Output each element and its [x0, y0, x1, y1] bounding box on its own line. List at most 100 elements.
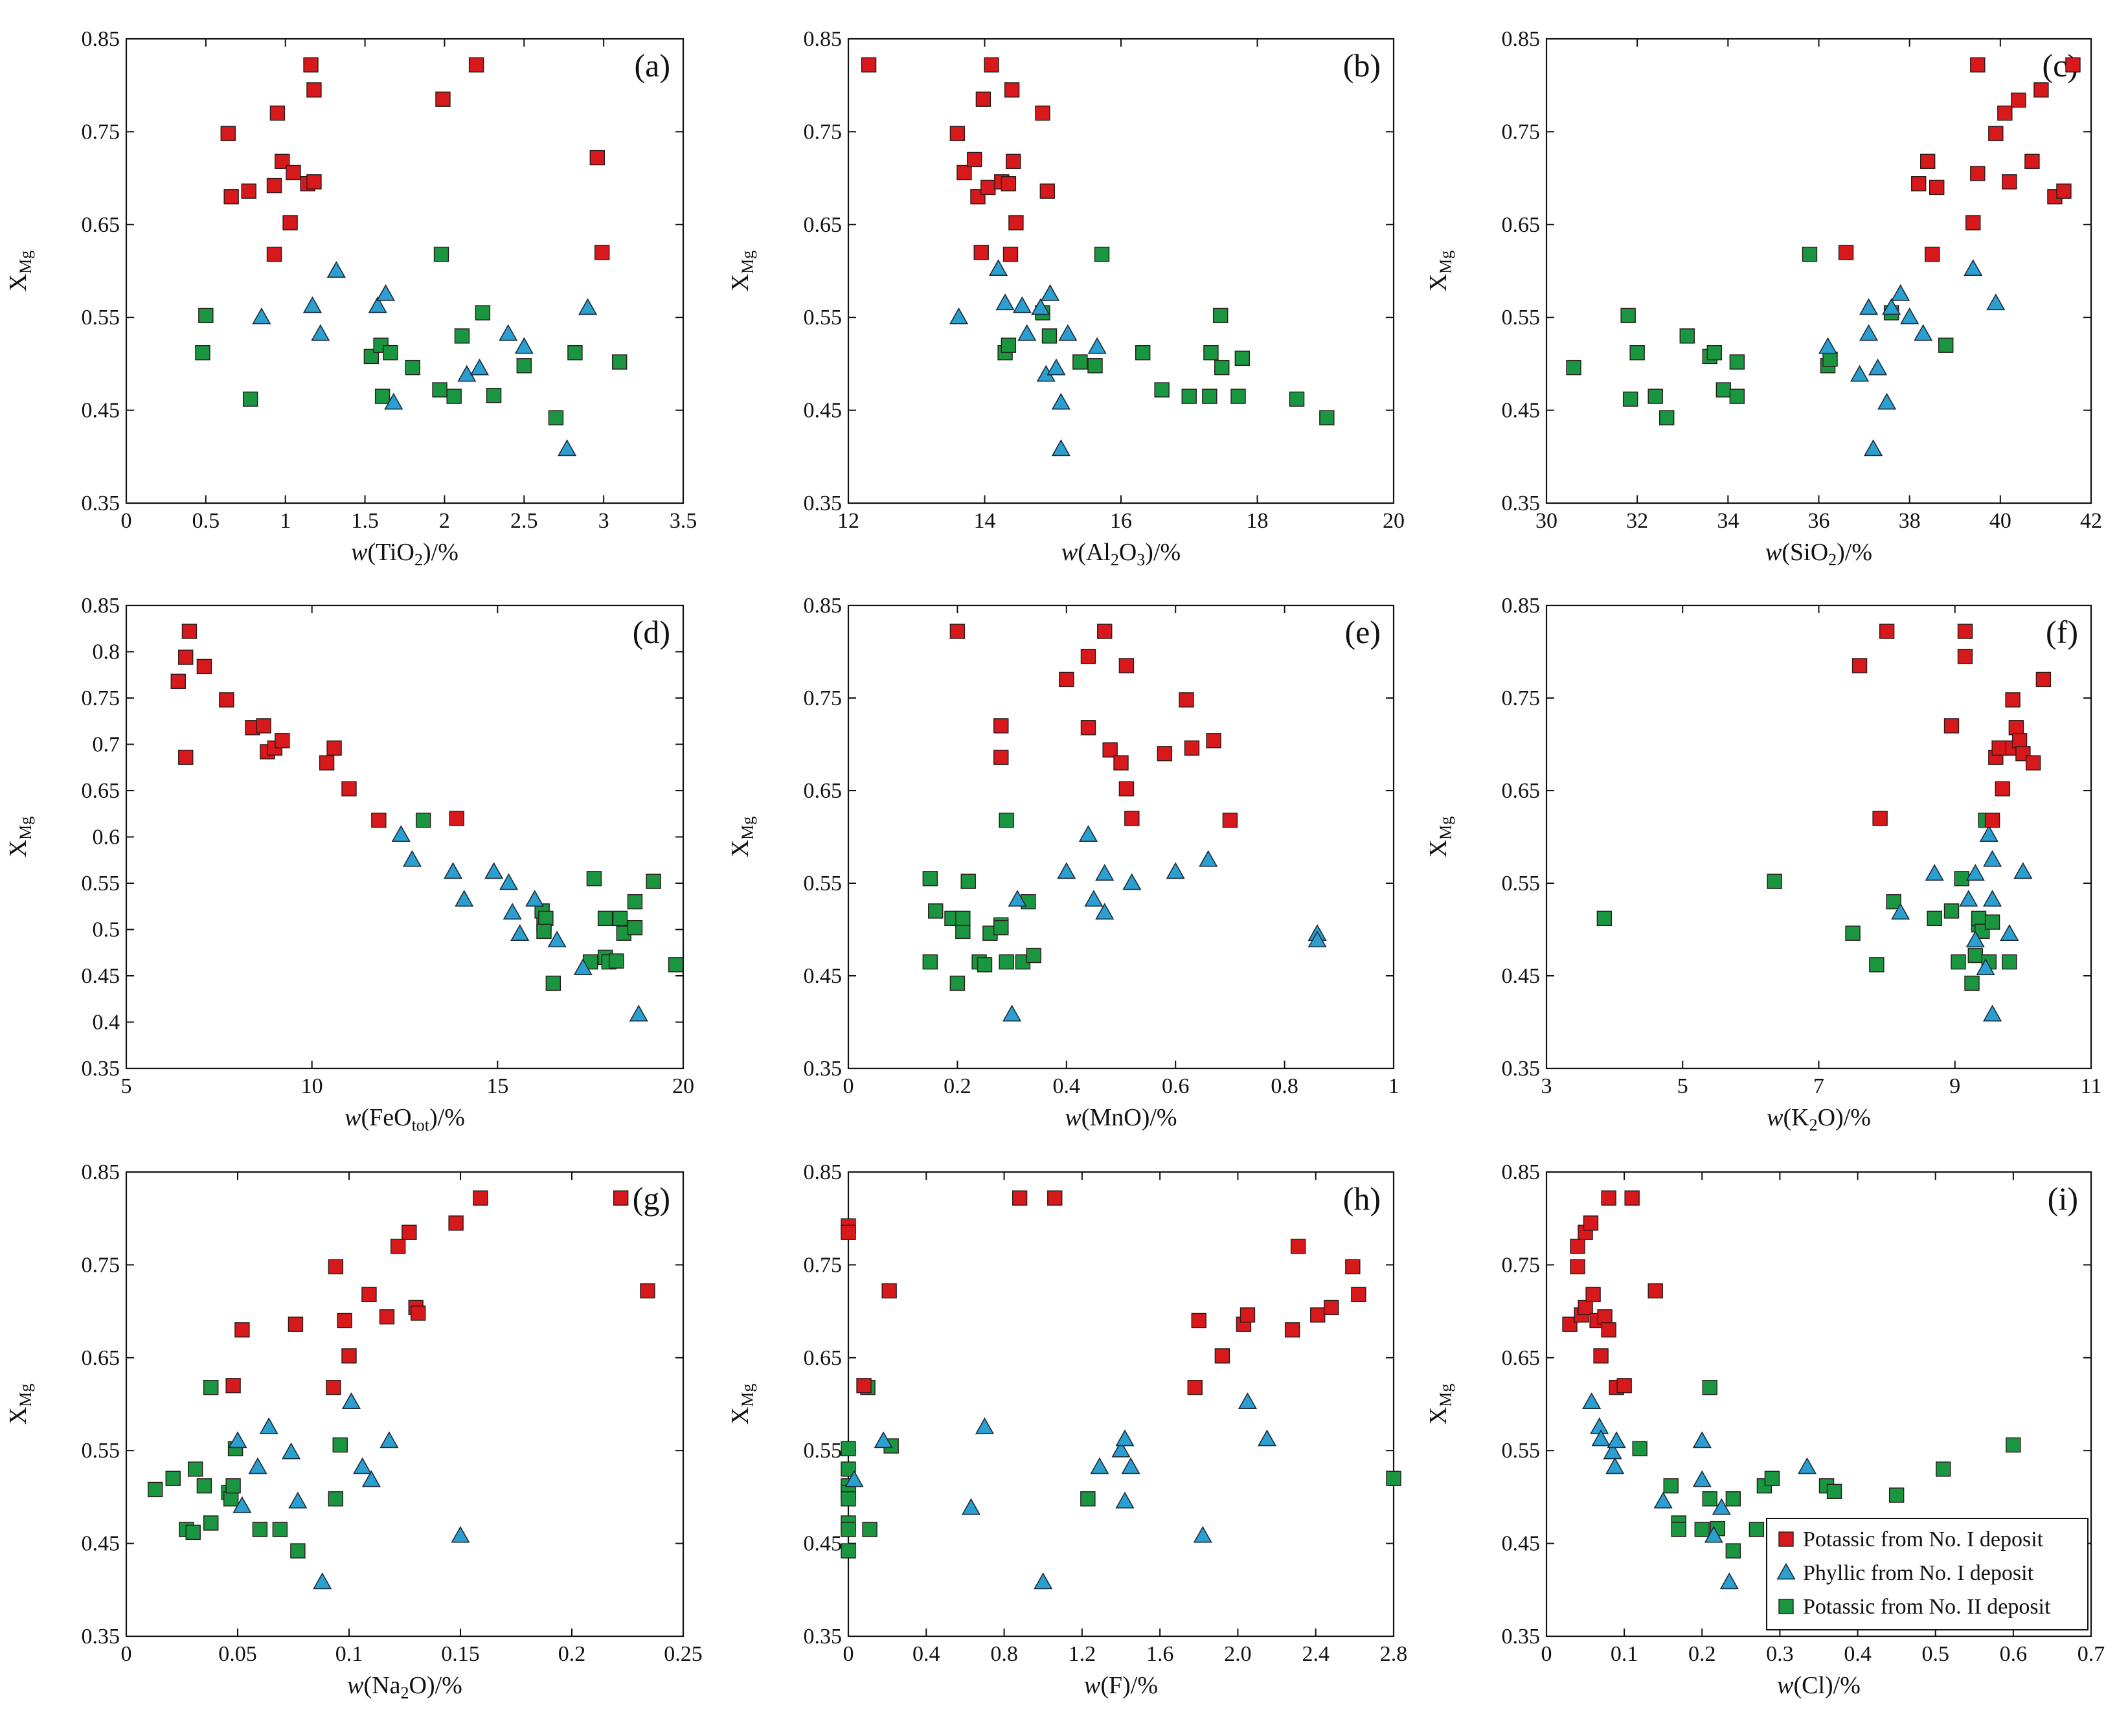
y-tick-label: 0.35 — [1502, 1625, 1541, 1649]
x-tick-label: 0.1 — [1611, 1642, 1638, 1666]
x-tick-label: 15 — [486, 1074, 508, 1098]
data-point — [1001, 176, 1017, 192]
y-tick-label: 0.55 — [1502, 1439, 1541, 1463]
data-point — [384, 392, 403, 410]
data-point — [1970, 166, 1986, 181]
plot-frame — [1545, 604, 2092, 1070]
data-point — [2035, 671, 2052, 688]
data-point — [1838, 245, 1854, 260]
data-point — [1118, 658, 1135, 673]
data-point — [269, 106, 286, 121]
data-point — [379, 1309, 395, 1325]
series-potassic-I — [170, 624, 464, 828]
data-point — [1818, 337, 1838, 354]
y-tick-label: 0.65 — [1502, 1346, 1541, 1370]
data-point — [1712, 1498, 1731, 1515]
x-tick-label: 1 — [280, 509, 291, 533]
data-point — [306, 174, 322, 190]
y-tick-label: 0.35 — [1502, 491, 1541, 515]
x-tick-label: 14 — [974, 509, 996, 533]
data-point — [1001, 337, 1017, 353]
data-point — [1879, 624, 1895, 639]
data-point — [1583, 1215, 1599, 1231]
data-point — [499, 324, 518, 341]
data-point — [1097, 624, 1113, 639]
data-point — [290, 1543, 306, 1559]
data-point — [363, 348, 379, 365]
data-point — [1124, 811, 1140, 826]
plot-frame — [847, 1171, 1395, 1638]
data-point — [1002, 246, 1019, 262]
x-tick-label: 0.6 — [2000, 1642, 2028, 1666]
data-point — [516, 358, 532, 374]
data-point — [275, 153, 290, 169]
data-point — [499, 873, 519, 890]
data-point — [1864, 439, 1883, 457]
x-tick-label: 2 — [439, 509, 450, 533]
x-tick-label: 40 — [1989, 509, 2011, 533]
data-point — [454, 328, 470, 344]
y-tick-label: 0.85 — [82, 27, 120, 51]
data-point — [337, 1313, 352, 1329]
series-phyllic-I — [1818, 259, 2006, 457]
panel-d: 5 10 15 20 0.35 0.4 0.45 0.5 0.55 0.6 0.65 0.7 0.75 0… — [5, 594, 694, 1134]
data-point — [627, 894, 643, 910]
y-tick-label: 0.45 — [1502, 1532, 1541, 1556]
data-point — [589, 150, 606, 166]
data-point — [266, 246, 282, 262]
data-point — [922, 954, 938, 970]
data-point — [967, 152, 982, 168]
x-tick-label: 0.5 — [1921, 1642, 1949, 1666]
data-point — [536, 923, 552, 940]
data-point — [1004, 82, 1020, 98]
data-point — [187, 1461, 203, 1477]
data-point — [1080, 1491, 1096, 1507]
data-point — [402, 850, 422, 867]
data-point — [449, 811, 464, 826]
data-point — [2002, 174, 2017, 190]
data-point — [353, 1457, 372, 1474]
data-point — [178, 749, 194, 765]
data-point — [1959, 890, 1978, 907]
y-tick-label: 0.75 — [1502, 1253, 1541, 1277]
data-point — [1925, 246, 1940, 262]
data-point — [1059, 671, 1074, 688]
data-point — [1859, 298, 1879, 315]
x-tick-label: 3 — [1541, 1074, 1552, 1098]
panel-b: 12 14 16 18 20 0.35 0.45 0.55 0.65 0.75 0.85 w(Al2O… — [727, 27, 1405, 569]
data-point — [960, 874, 976, 889]
legend: Potassic from No. I deposit Phyllic from … — [1766, 1518, 2089, 1630]
series-phyllic-I — [391, 825, 648, 1022]
data-point — [1202, 389, 1217, 404]
data-point — [225, 1478, 241, 1494]
data-point — [402, 1224, 417, 1240]
data-point — [988, 259, 1008, 276]
data-point — [410, 1305, 426, 1321]
series-potassic-II — [841, 1379, 1401, 1559]
y-axis-title: XMg — [5, 1384, 35, 1425]
data-point — [391, 825, 411, 842]
data-point — [1982, 890, 2002, 907]
plot-frame — [847, 604, 1395, 1070]
data-point — [1090, 1457, 1109, 1474]
series-potassic-I — [1838, 57, 2081, 262]
series-potassic-II — [415, 813, 684, 991]
data-point — [558, 439, 577, 457]
x-tick-label: 0.1 — [335, 1642, 363, 1666]
data-point — [185, 1524, 201, 1540]
data-point — [1845, 925, 1861, 941]
data-point — [1240, 1307, 1256, 1323]
data-point — [1936, 1461, 1951, 1477]
data-point — [484, 862, 504, 879]
data-point — [1566, 359, 1581, 376]
y-tick-label: 0.75 — [82, 686, 120, 710]
data-point — [328, 1259, 344, 1274]
panel-label: (h) — [1343, 1180, 1381, 1217]
x-tick-label: 0.7 — [2077, 1642, 2105, 1666]
data-point — [1035, 106, 1050, 121]
data-point — [1910, 176, 1927, 192]
data-point — [1624, 1190, 1640, 1206]
data-point — [1797, 1457, 1817, 1474]
data-point — [1957, 624, 1973, 639]
data-point — [503, 903, 522, 920]
